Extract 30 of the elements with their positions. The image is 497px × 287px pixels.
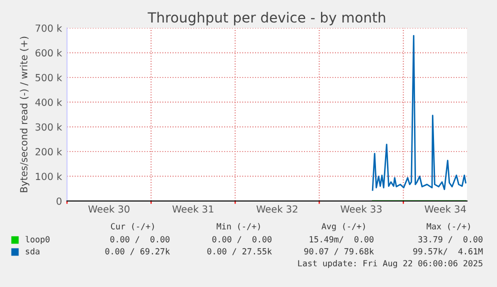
- legend-label: sda: [26, 248, 40, 254]
- y-tick-label: 200 k: [36, 148, 62, 156]
- y-axis-title: Bytes/second read (-) / write (+): [20, 36, 30, 192]
- text: Last update: Fri Aug 22 06:00:06 2025: [298, 260, 482, 268]
- text: 0.00 / 0.00: [110, 236, 170, 244]
- text: 0.00 / 0.00: [212, 236, 272, 244]
- text: 99.57k/ 4.61M: [413, 248, 483, 256]
- chart-title: Throughput per device - by month: [148, 12, 386, 26]
- text: Min (-/+): [216, 222, 260, 230]
- text: 90.07 / 79.68k: [304, 248, 374, 256]
- text: 15.49m/ 0.00: [310, 236, 374, 244]
- text: 0.00 / 69.27k: [105, 248, 170, 256]
- text: Cur (-/+): [110, 223, 154, 230]
- y-tick-label: 600 k: [36, 49, 62, 57]
- x-tick-label: Week 31: [172, 205, 214, 213]
- text: Max (-/+): [426, 223, 470, 230]
- y-tick-label: 300 k: [36, 123, 62, 131]
- y-tick-label: 400 k: [35, 98, 62, 106]
- x-tick-label: Week 30: [88, 205, 130, 213]
- text: Avg (-/+): [322, 222, 365, 232]
- y-tick-label: 700 k: [36, 24, 62, 32]
- y-tick-label: 500 k: [36, 74, 62, 82]
- legend-label: loop0: [26, 236, 50, 244]
- x-tick-label: Week 32: [256, 205, 298, 213]
- text: 33.79 / 0.00: [418, 236, 482, 244]
- x-tick-label: Week 33: [340, 205, 382, 213]
- x-tick-label: Week 34: [424, 205, 466, 213]
- y-tick-label: 0: [56, 197, 62, 205]
- text: 0.00 / 27.55k: [207, 248, 272, 256]
- y-tick-label: 100 k: [36, 172, 62, 180]
